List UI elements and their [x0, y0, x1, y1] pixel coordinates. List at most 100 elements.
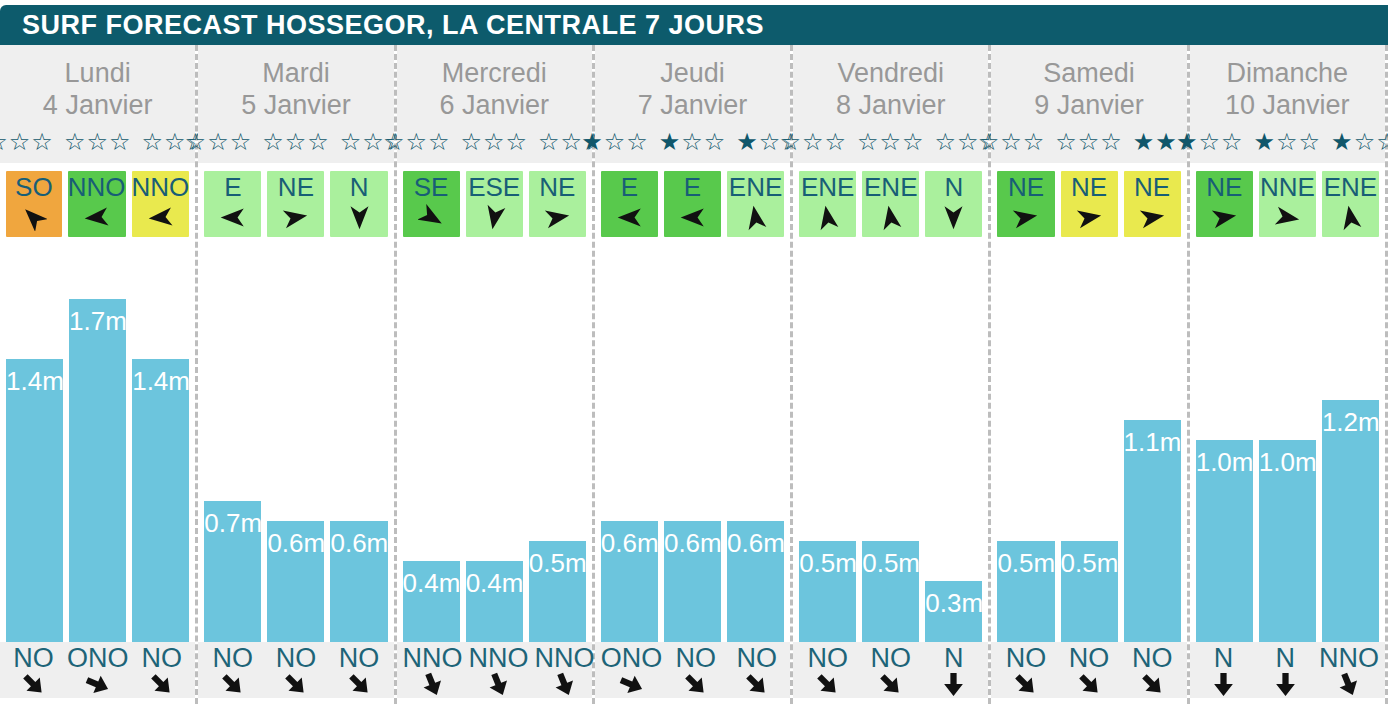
star-rating: ☆☆☆ [1055, 128, 1123, 156]
spacer [793, 163, 988, 171]
swell-cell: N [1257, 642, 1313, 698]
rating-row: ☆☆☆☆☆☆☆☆☆ [198, 128, 393, 156]
swell-cell: NO [267, 642, 324, 698]
wind-direction-dart-icon [1012, 204, 1039, 231]
wind-direction-dart-icon [346, 204, 373, 231]
day-header: Jeudi7 Janvier★☆☆★☆☆★☆☆ [595, 45, 790, 163]
wind-cell: NE [1124, 171, 1181, 237]
swell-direction-label: N [1275, 642, 1295, 672]
swell-cell: ONO [67, 642, 129, 698]
wind-direction-label: SE [414, 171, 449, 203]
spacer [595, 163, 790, 171]
wind-direction-label: NE [1071, 171, 1107, 203]
wave-bar: 0.6m [664, 521, 721, 642]
swell-cell: NO [668, 642, 723, 698]
wind-cell: NE [267, 171, 324, 237]
wave-height-label: 0.6m [664, 528, 721, 559]
wind-direction-dart-icon [282, 204, 309, 231]
swell-direction-arrow-icon [85, 672, 110, 697]
wave-bar: 0.7m [204, 501, 261, 642]
spacer [1190, 163, 1385, 171]
swell-cell: NO [6, 642, 61, 698]
wind-row: NENENE [991, 171, 1186, 237]
wave-height-label: 0.4m [403, 568, 460, 599]
star-rating: ☆☆☆ [978, 128, 1046, 156]
swell-direction-label: N [944, 642, 964, 672]
day-column-lundi: Lundi4 Janvier☆☆☆☆☆☆☆☆☆SONNONNO1.4m1.7m1… [0, 45, 198, 704]
swell-direction-label: NNO [1319, 642, 1379, 672]
wave-bar: 0.6m [267, 521, 324, 642]
wave-height-chart: 1.0m1.0m1.2m [1190, 237, 1385, 642]
wind-direction-dart-icon [877, 204, 904, 231]
swell-cell: NO [1124, 642, 1181, 698]
wind-direction-dart-icon [147, 204, 174, 231]
swell-direction-arrow-icon [552, 672, 577, 697]
wind-cell: NNO [68, 171, 126, 237]
swell-direction-arrow-icon [347, 672, 372, 697]
star-rating: ☆☆☆ [779, 128, 847, 156]
swell-cell: NO [799, 642, 856, 698]
wave-bar: 1.4m [6, 359, 63, 642]
bottom-spacer [793, 698, 988, 704]
bottom-spacer [595, 698, 790, 704]
day-name: Mercredi [397, 45, 592, 89]
wind-direction-label: N [350, 171, 369, 203]
wave-height-label: 0.5m [862, 548, 919, 579]
wave-bar: 0.5m [799, 541, 856, 642]
day-name: Samedi [991, 45, 1186, 89]
wave-height-label: 0.7m [204, 508, 261, 539]
swell-cell: N [1196, 642, 1252, 698]
rating-row: ☆☆☆☆☆☆☆☆☆ [793, 128, 988, 156]
wind-direction-label: NNO [68, 171, 126, 203]
star-rating: ★☆☆ [659, 128, 727, 156]
wind-direction-dart-icon [1139, 204, 1166, 231]
wave-height-label: 1.0m [1196, 447, 1253, 478]
wave-height-label: 1.0m [1259, 447, 1316, 478]
wave-bar: 0.4m [403, 561, 460, 642]
wave-height-label: 0.5m [1061, 548, 1118, 579]
swell-cell: ONO [601, 642, 663, 698]
star-rating: ☆☆☆ [262, 128, 330, 156]
swell-direction-arrow-icon [683, 672, 708, 697]
swell-cell: NO [729, 642, 784, 698]
wave-bar: 0.3m [925, 581, 982, 642]
day-column-mardi: Mardi5 Janvier☆☆☆☆☆☆☆☆☆ENEN0.7m0.6m0.6mN… [198, 45, 396, 704]
wind-direction-dart-icon [481, 204, 508, 231]
wind-direction-label: ENE [729, 171, 782, 203]
swell-direction-arrow-icon [1013, 672, 1038, 697]
bottom-spacer [1190, 698, 1385, 704]
wind-direction-dart-icon [1076, 204, 1103, 231]
swell-cell: NO [204, 642, 261, 698]
day-date: 4 Janvier [0, 89, 195, 121]
swell-direction-label: NO [871, 642, 912, 672]
wind-cell: N [925, 171, 982, 237]
wave-height-chart: 0.5m0.5m0.3m [793, 237, 988, 642]
wave-height-label: 0.5m [799, 548, 856, 579]
swell-row: NOONONO [0, 642, 195, 698]
day-header: Mercredi6 Janvier☆☆☆☆☆☆☆☆☆ [397, 45, 592, 163]
swell-cell: NO [134, 642, 189, 698]
swell-direction-arrow-icon [815, 672, 840, 697]
day-header: Samedi9 Janvier☆☆☆☆☆☆★★☆ [991, 45, 1186, 163]
day-column-samedi: Samedi9 Janvier☆☆☆☆☆☆★★☆NENENE0.5m0.5m1.… [991, 45, 1189, 704]
wind-cell: ENE [799, 171, 856, 237]
wave-height-chart: 0.4m0.4m0.5m [397, 237, 592, 642]
rating-row: ★☆☆★☆☆★☆☆ [1190, 128, 1385, 156]
spacer [991, 163, 1186, 171]
wave-height-label: 1.4m [132, 366, 189, 397]
swell-cell: NO [330, 642, 387, 698]
swell-direction-arrow-icon [1336, 672, 1361, 697]
wind-direction-label: NNE [1260, 171, 1315, 203]
swell-direction-arrow-icon [744, 672, 769, 697]
swell-direction-arrow-icon [941, 672, 966, 697]
wind-cell: SO [6, 171, 62, 237]
star-rating: ☆☆☆ [0, 128, 54, 156]
swell-direction-arrow-icon [1140, 672, 1165, 697]
wave-bar: 1.4m [132, 359, 189, 642]
wave-height-chart: 1.4m1.7m1.4m [0, 237, 195, 642]
wind-cell: NNE [1259, 171, 1316, 237]
wave-height-label: 0.6m [601, 528, 658, 559]
wave-height-label: 0.6m [330, 528, 387, 559]
rating-row: ☆☆☆☆☆☆☆☆☆ [0, 128, 195, 156]
wave-height-label: 0.4m [466, 568, 523, 599]
